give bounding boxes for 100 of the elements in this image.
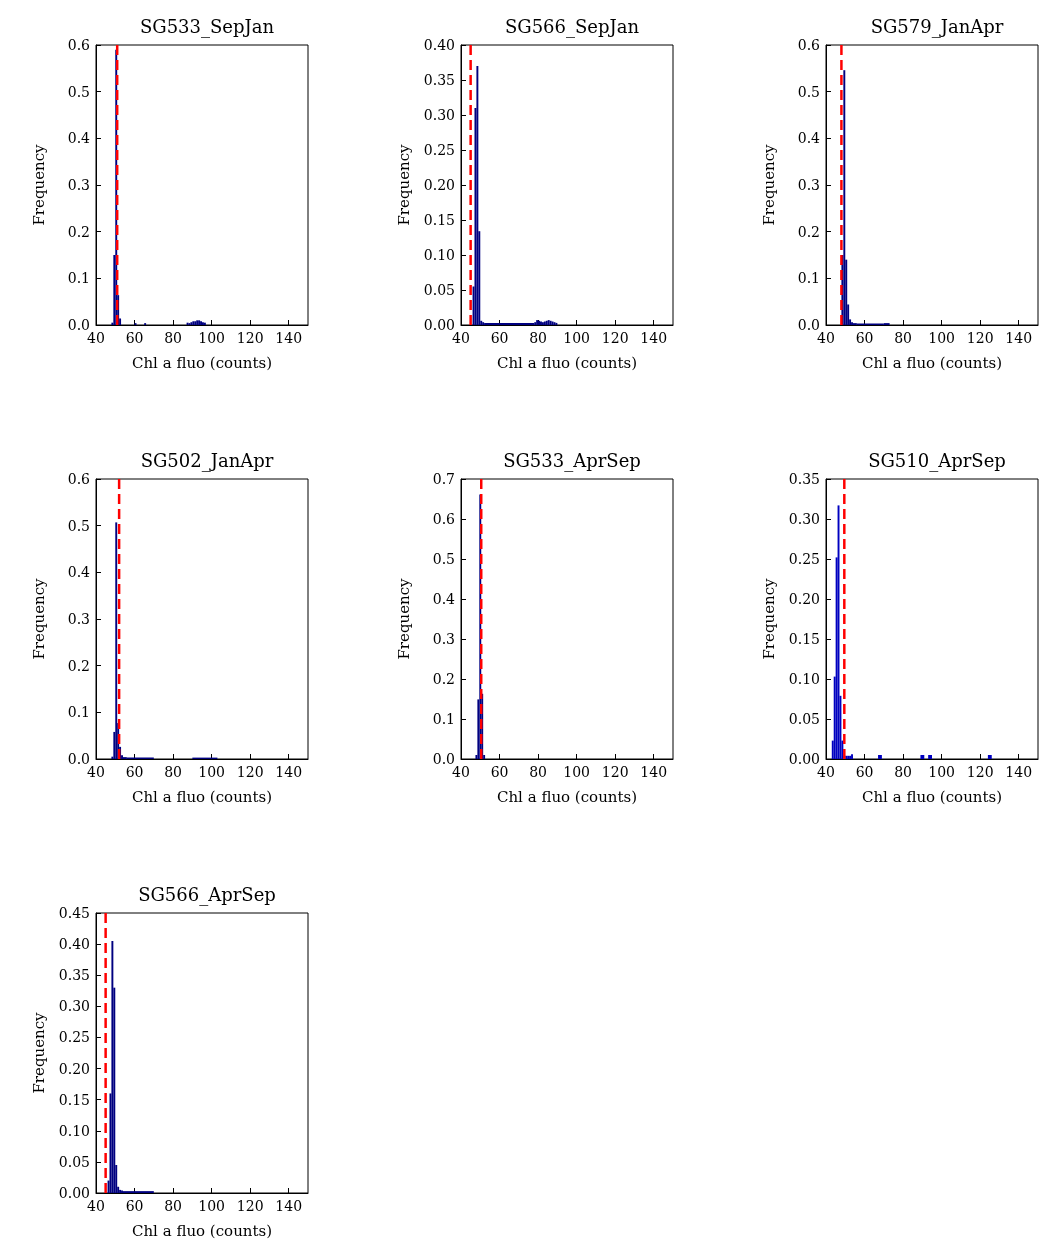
- y-tick-label: 0.00: [423, 317, 455, 333]
- y-tick-label: 0.40: [58, 936, 90, 953]
- x-tick-label: 60: [125, 764, 144, 780]
- y-tick-label: 0.05: [58, 1153, 90, 1170]
- x-tick-label: 60: [125, 330, 144, 346]
- y-tick-label: 0.10: [788, 671, 820, 687]
- y-tick-label: 0.45: [58, 905, 90, 921]
- x-tick-label: 120: [236, 330, 264, 346]
- chart-title: SG566_AprSep: [138, 883, 276, 906]
- x-tick-label: 100: [928, 764, 955, 780]
- x-tick-label: 120: [236, 1198, 264, 1214]
- x-tick-label: 100: [198, 764, 225, 780]
- x-tick-label: 60: [125, 1198, 144, 1214]
- x-tick-label: 80: [529, 764, 547, 780]
- x-tick-label: 40: [817, 764, 835, 780]
- x-tick-label: 80: [164, 1198, 182, 1214]
- y-tick-label: 0.25: [423, 142, 455, 158]
- y-tick-label: 0.00: [788, 751, 820, 767]
- x-axis-title: Chl a fluo (counts): [861, 787, 1003, 806]
- x-tick-label: 40: [87, 330, 105, 346]
- y-tick-label: 0.10: [423, 247, 455, 263]
- chart-title: SG579_JanApr: [870, 15, 1004, 38]
- x-tick-label: 80: [894, 764, 912, 780]
- x-tick-label: 100: [198, 1198, 225, 1214]
- y-tick-label: 0.2: [67, 223, 90, 240]
- y-tick-label: 0.40: [423, 37, 455, 53]
- x-tick-label: 60: [855, 764, 874, 780]
- y-tick-label: 0.5: [67, 83, 90, 100]
- y-tick-label: 0.1: [432, 711, 455, 727]
- y-tick-label: 0.15: [423, 212, 455, 228]
- x-axis-title: Chl a fluo (counts): [496, 353, 638, 372]
- x-tick-label: 40: [452, 764, 470, 780]
- x-tick-label: 140: [1005, 764, 1033, 780]
- chart-title: SG566_SepJan: [504, 15, 640, 38]
- x-tick-label: 80: [164, 330, 182, 346]
- y-tick-label: 0.6: [67, 37, 91, 53]
- x-tick-label: 40: [817, 330, 835, 346]
- y-tick-label: 0.35: [423, 72, 455, 88]
- y-tick-label: 0.0: [67, 751, 90, 767]
- x-tick-label: 120: [236, 764, 264, 780]
- x-tick-label: 140: [640, 764, 668, 780]
- y-tick-label: 0.20: [58, 1060, 90, 1077]
- y-tick-label: 0.6: [797, 37, 821, 53]
- y-tick-label: 0.30: [423, 107, 455, 123]
- x-tick-label: 120: [601, 330, 629, 346]
- y-tick-label: 0.3: [67, 177, 90, 193]
- y-tick-label: 0.15: [58, 1091, 90, 1108]
- chart-title: SG533_AprSep: [503, 449, 641, 472]
- x-tick-label: 140: [275, 764, 303, 780]
- x-tick-label: 100: [563, 764, 590, 780]
- x-tick-label: 60: [490, 764, 509, 780]
- y-tick-label: 0.4: [67, 130, 91, 147]
- y-axis-title: Frequency: [759, 577, 778, 660]
- y-tick-label: 0.4: [67, 564, 91, 581]
- y-tick-label: 0.30: [58, 998, 90, 1015]
- y-tick-label: 0.2: [67, 657, 90, 674]
- y-tick-label: 0.0: [432, 751, 455, 767]
- x-tick-label: 60: [855, 330, 874, 346]
- y-tick-label: 0.2: [797, 223, 820, 240]
- y-tick-label: 0.5: [67, 517, 90, 534]
- x-tick-label: 40: [452, 330, 470, 346]
- y-tick-label: 0.3: [797, 177, 820, 193]
- x-tick-label: 100: [928, 330, 955, 346]
- y-tick-label: 0.0: [797, 317, 820, 333]
- x-tick-label: 120: [601, 764, 629, 780]
- y-tick-label: 0.10: [58, 1122, 90, 1139]
- y-tick-label: 0.05: [788, 711, 820, 727]
- y-tick-label: 0.1: [67, 704, 90, 721]
- x-tick-label: 40: [87, 764, 105, 780]
- y-tick-label: 0.0: [67, 317, 90, 333]
- x-tick-label: 140: [275, 1198, 303, 1214]
- y-tick-label: 0.25: [788, 551, 820, 567]
- y-tick-label: 0.4: [432, 591, 456, 607]
- chart-title: SG533_SepJan: [139, 15, 275, 38]
- y-tick-label: 0.3: [67, 611, 90, 627]
- y-tick-label: 0.6: [67, 471, 91, 487]
- y-tick-label: 0.6: [432, 511, 456, 527]
- x-tick-label: 140: [1005, 330, 1033, 346]
- x-axis-title: Chl a fluo (counts): [131, 787, 273, 806]
- x-tick-label: 60: [490, 330, 509, 346]
- y-tick-label: 0.5: [797, 83, 820, 100]
- y-axis-title: Frequency: [759, 143, 778, 226]
- y-tick-label: 0.3: [432, 631, 455, 647]
- x-tick-label: 120: [966, 330, 994, 346]
- y-tick-label: 0.1: [67, 270, 90, 287]
- x-tick-label: 140: [640, 330, 668, 346]
- y-tick-label: 0.35: [58, 967, 90, 984]
- x-axis-title: Chl a fluo (counts): [496, 787, 638, 806]
- y-tick-label: 0.7: [432, 471, 455, 487]
- x-tick-label: 120: [966, 764, 994, 780]
- y-tick-label: 0.30: [788, 511, 820, 527]
- chart-title: SG510_AprSep: [868, 449, 1006, 472]
- x-tick-label: 100: [198, 330, 225, 346]
- x-tick-label: 40: [87, 1198, 105, 1214]
- x-axis-title: Chl a fluo (counts): [861, 353, 1003, 372]
- y-axis-title: Frequency: [394, 577, 413, 660]
- y-axis-title: Frequency: [29, 577, 48, 660]
- x-tick-label: 100: [563, 330, 590, 346]
- y-tick-label: 0.5: [432, 551, 455, 567]
- y-tick-label: 0.05: [423, 282, 455, 298]
